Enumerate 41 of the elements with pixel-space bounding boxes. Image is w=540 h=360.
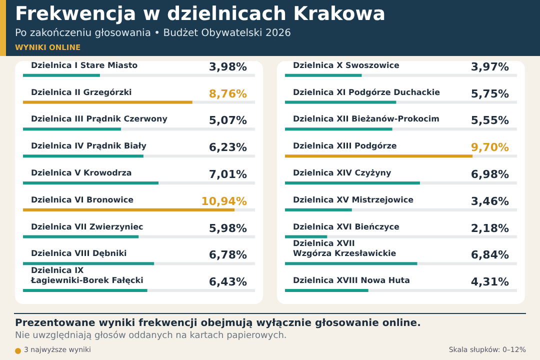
data-label: 5,07% xyxy=(208,114,247,128)
data-label: 10,94% xyxy=(201,194,247,208)
category-label: Dzielnica XIII Podgórze xyxy=(293,142,397,151)
category-label: Dzielnica IV Prądnik Biały xyxy=(31,142,146,151)
category-label: Dzielnica XV Mistrzejowice xyxy=(293,195,414,204)
data-label: 8,76% xyxy=(208,87,247,100)
chart-title: Frekwencja w dzielnicach Krakowa xyxy=(15,3,386,25)
data-label: 7,01% xyxy=(208,168,247,181)
category-label: Dzielnica X Swoszowice xyxy=(293,60,400,70)
chart-subtitle: Po zakończeniu głosowania • Budżet Obywatelski 2026 xyxy=(15,28,291,39)
category-label: Dzielnica VIII Dębniki xyxy=(31,249,127,258)
category-label: Dzielnica III Prądnik Czerwony xyxy=(31,114,168,124)
category-label: Dzielnica XI Podgórze Duchackie xyxy=(293,88,440,97)
category-label: Dzielnica XIV Czyżyny xyxy=(293,168,392,178)
data-label: 6,23% xyxy=(208,141,247,154)
category-label: Dzielnica XVII Wzgórza Krzesławickie xyxy=(293,239,396,258)
data-label: 3,46% xyxy=(470,194,509,208)
category-label: Dzielnica VII Zwierzyniec xyxy=(31,222,144,232)
data-label: 3,97% xyxy=(470,60,509,74)
text: Nie uwzględniają głosów oddanych na kartach papierowych. xyxy=(15,331,287,341)
data-label: 4,31% xyxy=(470,276,509,289)
text: Prezentowane wyniki frekwencji obejmują wyłącznie głosowanie online. xyxy=(15,318,421,329)
data-label: 5,75% xyxy=(470,87,509,100)
data-label: 5,98% xyxy=(208,222,247,235)
category-label: Dzielnica XVIII Nowa Huta xyxy=(293,276,410,286)
category-label: Dzielnica VI Bronowice xyxy=(31,195,134,204)
data-label: 6,43% xyxy=(208,276,247,289)
bar xyxy=(285,235,328,238)
data-label: 6,78% xyxy=(208,248,247,262)
data-label: 6,98% xyxy=(470,168,509,181)
data-label: 2,18% xyxy=(470,222,509,235)
data-label: 3,98% xyxy=(208,60,247,74)
category-label: Dzielnica XVI Bieńczyce xyxy=(293,222,400,232)
category-label: Dzielnica II Grzegórzki xyxy=(31,88,132,97)
data-label: 5,55% xyxy=(470,114,509,128)
category-label: Dzielnica I Stare Miasto xyxy=(31,60,138,70)
category-label: Dzielnica V Krowodrza xyxy=(31,168,132,178)
data-label: 6,84% xyxy=(470,248,509,262)
data-label: 9,70% xyxy=(470,141,509,154)
category-label: Dzielnica XII Bieżanów-Prokocim xyxy=(293,114,440,124)
category-label: Dzielnica IX Łagiewniki-Borek Fałęcki xyxy=(31,266,144,286)
